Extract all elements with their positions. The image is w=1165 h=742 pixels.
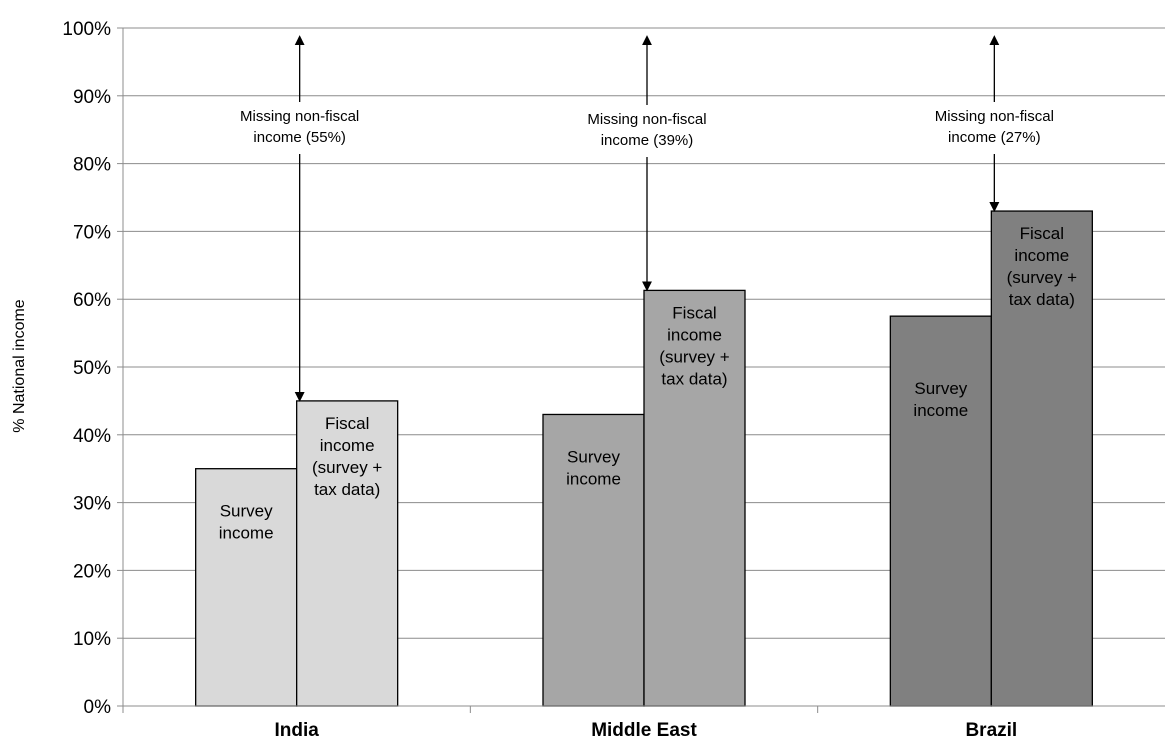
bar-label: income (219, 524, 274, 543)
y-tick-label: 0% (84, 697, 112, 718)
bar-label: (survey + (312, 458, 382, 477)
bar-label: income (913, 401, 968, 420)
bar-label: income (667, 325, 722, 344)
bar-label: Survey (220, 502, 273, 521)
y-tick-label: 90% (73, 87, 111, 108)
bar-label: tax data) (314, 480, 380, 499)
bar-survey-brazil (889, 315, 992, 707)
annotations: Missing non-fiscal income (55%) Missing no… (240, 35, 1054, 402)
bar-fiscal-india (296, 400, 399, 707)
bar-label: (survey + (1007, 268, 1077, 287)
category-label: India (274, 720, 319, 741)
labels: 0% 10% 20% 30% 40% 50% 60% 70% 80% 90% 100% Survey i… (62, 19, 1077, 741)
axes (117, 27, 1165, 713)
bar-label: income (566, 469, 621, 488)
y-tick-label: 40% (73, 426, 111, 447)
annotation-label: Missing non-fiscal (240, 108, 359, 125)
bar-label: Fiscal (325, 414, 369, 433)
annotation-label: Missing non-fiscal (587, 111, 706, 128)
bar-fiscal-brazil (990, 210, 1093, 707)
y-tick-label: 80% (73, 155, 111, 176)
bar-label: tax data) (661, 369, 727, 388)
annotation-label: income (27%) (948, 129, 1041, 146)
y-tick-label: 20% (73, 561, 111, 582)
y-tick-label: 70% (73, 222, 111, 243)
bar-label: income (320, 436, 375, 455)
bar-label: (survey + (659, 347, 729, 366)
annotation-label: Missing non-fiscal (935, 108, 1054, 125)
y-axis-label: % National income (11, 299, 28, 433)
bar-label: income (1014, 246, 1069, 265)
annotation-label: income (55%) (253, 129, 346, 146)
bar-label: Fiscal (1020, 224, 1064, 243)
bar-label: Survey (567, 447, 620, 466)
category-label: Brazil (965, 720, 1017, 741)
bar-label: Fiscal (672, 303, 716, 322)
y-tick-label: 60% (73, 290, 111, 311)
category-label: Middle East (591, 720, 697, 741)
y-tick-label: 100% (62, 19, 111, 40)
annotation-label: income (39%) (601, 132, 694, 149)
bar-label: Survey (914, 379, 967, 398)
y-tick-label: 30% (73, 494, 111, 515)
bar-label: tax data) (1009, 290, 1075, 309)
y-tick-label: 10% (73, 629, 111, 650)
y-tick-label: 50% (73, 358, 111, 379)
bar-fiscal-middle-east (643, 289, 746, 707)
